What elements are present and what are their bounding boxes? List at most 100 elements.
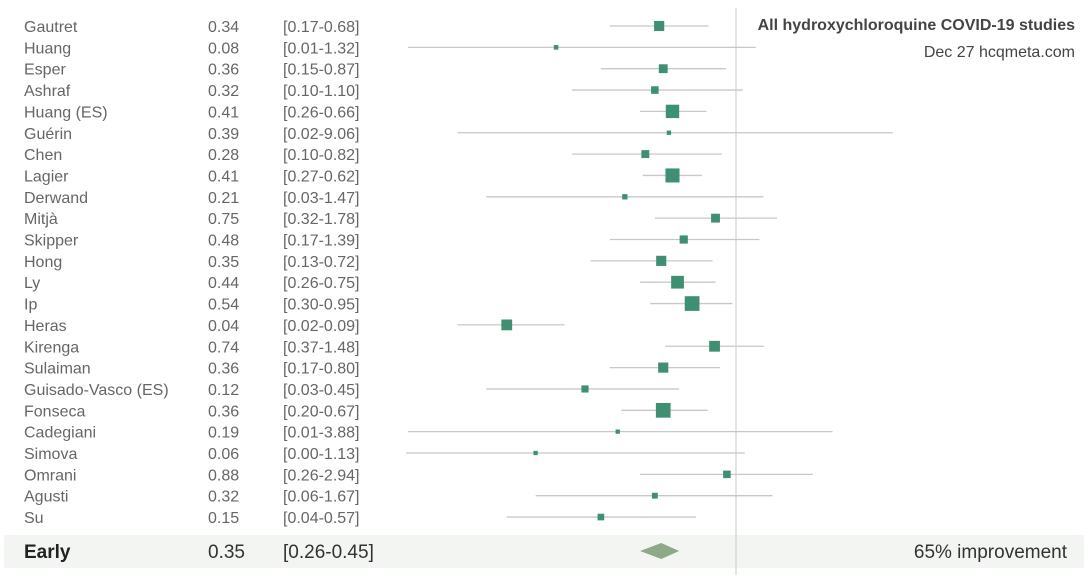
study-value: 0.39 — [208, 126, 239, 143]
study-row: Heras 0.04 [0.02-0.09] — [24, 318, 565, 335]
point-estimate-marker — [641, 150, 650, 159]
study-name: Sulaiman — [24, 361, 91, 378]
study-value: 0.88 — [208, 467, 239, 484]
study-row: Guisado-Vasco (ES) 0.12 [0.03-0.45] — [24, 382, 680, 399]
study-ci: [0.17-0.80] — [283, 361, 360, 378]
study-ci: [0.00-1.13] — [283, 446, 360, 463]
point-estimate-marker — [671, 275, 684, 289]
study-ci: [0.27-0.62] — [283, 168, 360, 185]
study-value: 0.32 — [208, 83, 239, 100]
study-name: Kirenga — [24, 339, 79, 356]
study-ci: [0.20-0.67] — [283, 403, 360, 420]
study-name: Ly — [24, 275, 40, 292]
point-estimate-marker — [581, 385, 589, 393]
study-ci: [0.10-0.82] — [283, 147, 360, 164]
study-name: Skipper — [24, 233, 79, 250]
study-name: Guérin — [24, 126, 72, 143]
study-value: 0.41 — [208, 104, 239, 121]
study-ci: [0.37-1.48] — [283, 339, 360, 356]
point-estimate-marker — [533, 450, 538, 456]
study-name: Guisado-Vasco (ES) — [24, 382, 169, 399]
study-ci: [0.26-0.75] — [283, 275, 360, 292]
study-value: 0.04 — [208, 318, 239, 335]
study-ci: [0.17-0.68] — [283, 19, 360, 36]
point-estimate-marker — [615, 429, 620, 434]
study-ci: [0.30-0.95] — [283, 297, 360, 314]
study-name: Gautret — [24, 19, 78, 36]
point-estimate-marker — [665, 168, 680, 183]
study-name: Simova — [24, 446, 77, 463]
study-value: 0.48 — [208, 233, 239, 250]
point-estimate-marker — [658, 362, 669, 373]
study-name: Ashraf — [24, 83, 71, 100]
study-row: Esper 0.36 [0.15-0.87] — [24, 62, 727, 79]
study-name: Esper — [24, 62, 66, 79]
point-estimate-marker — [597, 513, 605, 521]
point-estimate-marker — [723, 470, 731, 479]
study-value: 0.21 — [208, 190, 239, 207]
point-estimate-marker — [656, 255, 667, 266]
chart-title: All hydroxychloroquine COVID-19 studies — [758, 17, 1075, 34]
study-name: Cadegiani — [24, 425, 96, 442]
study-name: Omrani — [24, 467, 76, 484]
study-rows: Gautret 0.34 [0.17-0.68] Huang 0.08 [0.01-1.3… — [24, 19, 893, 527]
point-estimate-marker — [501, 319, 513, 331]
study-row: Guérin 0.39 [0.02-9.06] — [24, 126, 893, 143]
summary-ci: [0.26-0.45] — [283, 542, 374, 563]
study-row: Simova 0.06 [0.00-1.13] — [24, 446, 745, 463]
summary-diamond — [640, 543, 680, 559]
study-name: Lagier — [24, 168, 69, 185]
study-value: 0.15 — [208, 510, 239, 527]
point-estimate-marker — [651, 86, 659, 94]
point-estimate-marker — [658, 64, 668, 74]
study-ci: [0.04-0.57] — [283, 510, 360, 527]
study-ci: [0.17-1.39] — [283, 233, 360, 250]
study-row: Huang (ES) 0.41 [0.26-0.66] — [24, 104, 707, 121]
study-row: Cadegiani 0.19 [0.01-3.88] — [24, 425, 833, 442]
study-row: Ly 0.44 [0.26-0.75] — [24, 275, 716, 292]
study-value: 0.19 — [208, 425, 239, 442]
study-value: 0.34 — [208, 19, 239, 36]
study-row: Lagier 0.41 [0.27-0.62] — [24, 168, 702, 185]
point-estimate-marker — [684, 296, 700, 311]
study-ci: [0.01-3.88] — [283, 425, 360, 442]
study-ci: [0.02-0.09] — [283, 318, 360, 335]
chart-subtitle: Dec 27 hcqmeta.com — [924, 44, 1075, 61]
point-estimate-marker — [665, 104, 680, 119]
study-ci: [0.26-0.66] — [283, 104, 360, 121]
study-row: Sulaiman 0.36 [0.17-0.80] — [24, 361, 721, 378]
study-value: 0.06 — [208, 446, 239, 463]
study-name: Hong — [24, 254, 62, 271]
study-name: Ip — [24, 297, 37, 314]
study-ci: [0.26-2.94] — [283, 467, 360, 484]
study-row: Derwand 0.21 [0.03-1.47] — [24, 190, 764, 207]
study-value: 0.28 — [208, 147, 239, 164]
study-ci: [0.13-0.72] — [283, 254, 360, 271]
summary-improvement: 65% improvement — [914, 542, 1068, 563]
study-row: Skipper 0.48 [0.17-1.39] — [24, 233, 760, 250]
study-value: 0.12 — [208, 382, 239, 399]
summary-row: Early 0.35 [0.26-0.45] 65% improvement — [24, 542, 1068, 563]
study-name: Huang — [24, 40, 71, 57]
study-row: Agusti 0.32 [0.06-1.67] — [24, 489, 773, 506]
study-row: Gautret 0.34 [0.17-0.68] — [24, 19, 709, 36]
study-row: Fonseca 0.36 [0.20-0.67] — [24, 402, 708, 420]
study-row: Su 0.15 [0.04-0.57] — [24, 510, 696, 527]
study-ci: [0.03-1.47] — [283, 190, 360, 207]
study-row: Ashraf 0.32 [0.10-1.10] — [24, 83, 743, 100]
study-value: 0.35 — [208, 254, 239, 271]
study-row: Huang 0.08 [0.01-1.32] — [24, 40, 756, 57]
study-name: Heras — [24, 318, 67, 335]
study-ci: [0.01-1.32] — [283, 40, 360, 57]
point-estimate-marker — [679, 235, 688, 244]
study-value: 0.36 — [208, 62, 239, 79]
study-ci: [0.10-1.10] — [283, 83, 360, 100]
study-name: Mitjà — [24, 211, 58, 228]
study-value: 0.44 — [208, 275, 239, 292]
point-estimate-marker — [655, 402, 671, 418]
study-row: Hong 0.35 [0.13-0.72] — [24, 254, 713, 271]
study-value: 0.36 — [208, 361, 239, 378]
study-ci: [0.03-0.45] — [283, 382, 360, 399]
study-name: Derwand — [24, 190, 88, 207]
